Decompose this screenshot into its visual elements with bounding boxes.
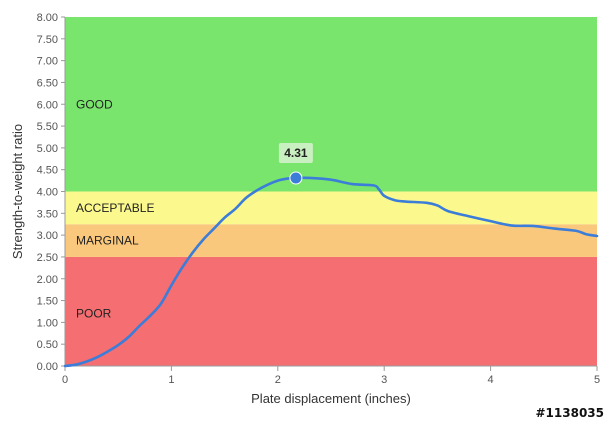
y-tick-label: 0.00 — [37, 361, 58, 373]
y-tick-label: 6.50 — [37, 77, 58, 89]
y-tick-label: 1.50 — [37, 296, 58, 308]
peak-callout-label: 4.31 — [284, 146, 308, 160]
y-tick-label: 0.50 — [37, 339, 58, 351]
zone-label-marginal: MARGINAL — [76, 234, 139, 248]
y-tick-label: 8.00 — [37, 12, 58, 24]
zone-label-good: GOOD — [76, 97, 113, 111]
y-tick-label: 7.00 — [37, 56, 58, 68]
y-tick-label: 3.00 — [37, 230, 58, 242]
peak-marker — [289, 171, 303, 185]
y-tick-label: 2.50 — [37, 252, 58, 264]
y-tick-label: 6.00 — [37, 99, 58, 111]
y-tick-label: 2.00 — [37, 274, 58, 286]
zone-good — [65, 17, 597, 192]
series-line — [63, 176, 599, 368]
zone-label-acceptable: ACCEPTABLE — [76, 201, 154, 215]
peak-callout-box — [278, 142, 313, 163]
callout-layer: 4.31 — [278, 142, 313, 185]
y-tick-label: 3.50 — [37, 208, 58, 220]
x-tick-label: 0 — [62, 374, 68, 386]
x-tick-label: 2 — [275, 374, 281, 386]
x-tick-label: 1 — [168, 374, 174, 386]
x-axis-title: Plate displacement (inches) — [251, 391, 411, 406]
y-tick-label: 5.00 — [37, 143, 58, 155]
x-tick-label: 3 — [381, 374, 387, 386]
zone-poor — [65, 256, 597, 366]
y-tick-label: 4.50 — [37, 165, 58, 177]
y-axis-title: Strength-to-weight ratio — [10, 124, 25, 259]
y-tick-label: 4.00 — [37, 187, 58, 199]
zone-marginal — [65, 224, 597, 257]
series-layer — [63, 176, 599, 368]
axes-layer: 0.00 0.50 1.00 1.50 2.00 2.50 3.00 3.50 4.00 4.50… — [37, 12, 600, 386]
zone-label-poor: POOR — [76, 307, 112, 321]
y-tick-label: 5.50 — [37, 121, 58, 133]
y-tick-label: 7.50 — [37, 34, 58, 46]
y-tick-label: 1.00 — [37, 317, 58, 329]
zone-acceptable — [65, 191, 597, 225]
x-tick-label: 5 — [594, 374, 600, 386]
watermark: #1138035 — [535, 406, 604, 420]
x-tick-label: 4 — [488, 374, 494, 386]
zones-layer: POOR MARGINAL ACCEPTABLE GOOD — [65, 17, 597, 366]
